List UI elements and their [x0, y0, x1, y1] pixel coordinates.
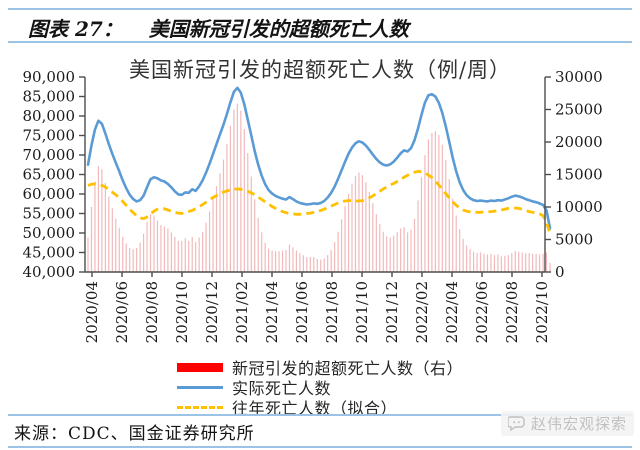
- legend-item-fitted: 往年死亡人数（拟合）: [176, 398, 463, 418]
- svg-text:65,000: 65,000: [23, 166, 76, 184]
- legend-label-fitted: 往年死亡人数（拟合）: [231, 399, 397, 418]
- svg-text:2022/02: 2022/02: [413, 281, 431, 343]
- source-note: 来源：CDC、国金证券研究所: [14, 424, 255, 444]
- watermark-text: 赵伟宏观探索: [530, 415, 627, 433]
- figure-number: 图表 27：: [28, 17, 123, 41]
- svg-text:2021/06: 2021/06: [293, 281, 311, 343]
- svg-text:2020/12: 2020/12: [203, 281, 221, 343]
- svg-text:2022/10: 2022/10: [533, 281, 551, 343]
- svg-text:2020/10: 2020/10: [173, 281, 191, 343]
- excess-bars-series: [87, 103, 551, 272]
- chart-title: 美国新冠引发的超额死亡人数（例/周）: [128, 58, 512, 82]
- legend-blue-line-swatch: [176, 385, 223, 389]
- svg-text:2022/06: 2022/06: [473, 281, 491, 343]
- svg-text:55,000: 55,000: [23, 205, 76, 223]
- footer-divider: [8, 414, 632, 416]
- svg-text:2022/08: 2022/08: [503, 281, 521, 343]
- svg-text:0: 0: [555, 263, 565, 281]
- svg-text:90,000: 90,000: [23, 68, 76, 86]
- svg-text:30000: 30000: [555, 68, 603, 86]
- svg-text:5000: 5000: [555, 231, 593, 249]
- svg-text:85,000: 85,000: [23, 88, 76, 106]
- chat-bubble-icon: [507, 416, 525, 431]
- svg-text:2022/04: 2022/04: [443, 281, 461, 343]
- svg-text:2021/10: 2021/10: [353, 281, 371, 343]
- legend-item-actual: 实际死亡人数: [176, 378, 463, 398]
- top-divider: [8, 8, 632, 10]
- svg-text:2020/08: 2020/08: [143, 281, 161, 343]
- figure-title: 美国新冠引发的超额死亡人数: [148, 17, 409, 41]
- svg-text:70,000: 70,000: [23, 146, 76, 164]
- svg-text:20000: 20000: [555, 133, 603, 151]
- legend-label-actual: 实际死亡人数: [231, 379, 331, 398]
- svg-text:45,000: 45,000: [23, 244, 76, 262]
- chart-legend: 新冠引发的超额死亡人数（右） 实际死亡人数 往年死亡人数（拟合）: [0, 357, 640, 418]
- svg-text:2021/02: 2021/02: [233, 281, 251, 343]
- svg-text:2021/04: 2021/04: [263, 281, 281, 343]
- actual-deaths-line: [86, 86, 552, 230]
- axes: [79, 76, 551, 277]
- svg-text:2020/06: 2020/06: [113, 281, 131, 343]
- svg-text:2020/04: 2020/04: [83, 281, 101, 343]
- svg-text:50,000: 50,000: [23, 224, 76, 242]
- svg-text:10000: 10000: [555, 198, 603, 216]
- svg-text:75,000: 75,000: [23, 127, 76, 145]
- svg-text:40,000: 40,000: [23, 263, 76, 281]
- svg-text:2021/08: 2021/08: [323, 281, 341, 343]
- svg-text:25000: 25000: [555, 101, 603, 119]
- legend-item-excess: 新冠引发的超额死亡人数（右）: [176, 358, 463, 378]
- legend-label-excess: 新冠引发的超额死亡人数（右）: [231, 359, 463, 378]
- svg-text:80,000: 80,000: [23, 107, 76, 125]
- svg-text:2021/12: 2021/12: [383, 281, 401, 343]
- header-divider: [8, 41, 632, 43]
- figure-header: 图表 27： 美国新冠引发的超额死亡人数: [28, 13, 409, 42]
- legend-red-bar-swatch: [176, 362, 223, 372]
- svg-text:15000: 15000: [555, 166, 603, 184]
- legend-yellow-dash-swatch: [176, 405, 223, 409]
- svg-text:60,000: 60,000: [23, 185, 76, 203]
- fitted-deaths-line: [87, 169, 552, 235]
- watermark: 赵伟宏观探索: [500, 411, 634, 436]
- bottom-divider: [8, 446, 632, 448]
